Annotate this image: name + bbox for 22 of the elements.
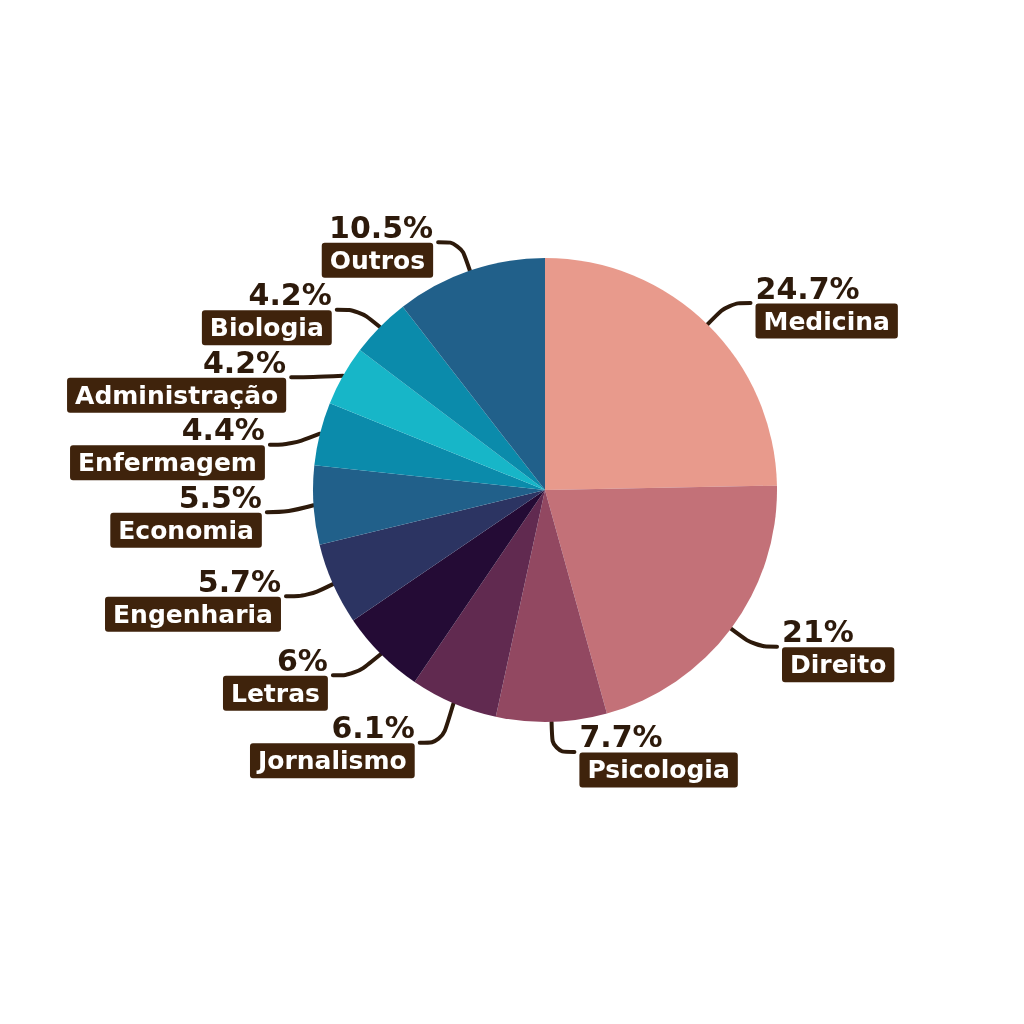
data-label: 7.7%: [579, 719, 663, 755]
slice-label: Psicologia: [587, 755, 730, 785]
data-label: 5.7%: [197, 563, 281, 599]
data-label: 10.5%: [329, 209, 434, 245]
data-label: 21%: [782, 614, 854, 650]
data-label: 4.2%: [248, 277, 332, 313]
data-label: 4.2%: [202, 344, 287, 380]
slice-label: Jornalismo: [255, 746, 407, 776]
slice-label: Enfermagem: [78, 448, 257, 478]
slice-label: Outros: [329, 245, 426, 275]
slice-label: Medicina: [763, 306, 890, 336]
slice-label: Letras: [230, 678, 320, 708]
data-label: 5.5%: [178, 479, 262, 515]
slice-label: Engenharia: [113, 599, 273, 629]
data-label: 6%: [276, 642, 328, 678]
slice-label: Biologia: [209, 313, 324, 343]
slice-label: Economia: [118, 515, 254, 545]
data-label: 6.1%: [331, 710, 415, 746]
data-label: 4.4%: [181, 412, 265, 448]
slice-label: Administração: [75, 380, 279, 410]
data-label: 24.7%: [755, 270, 860, 306]
slice-label: Direito: [790, 650, 887, 680]
